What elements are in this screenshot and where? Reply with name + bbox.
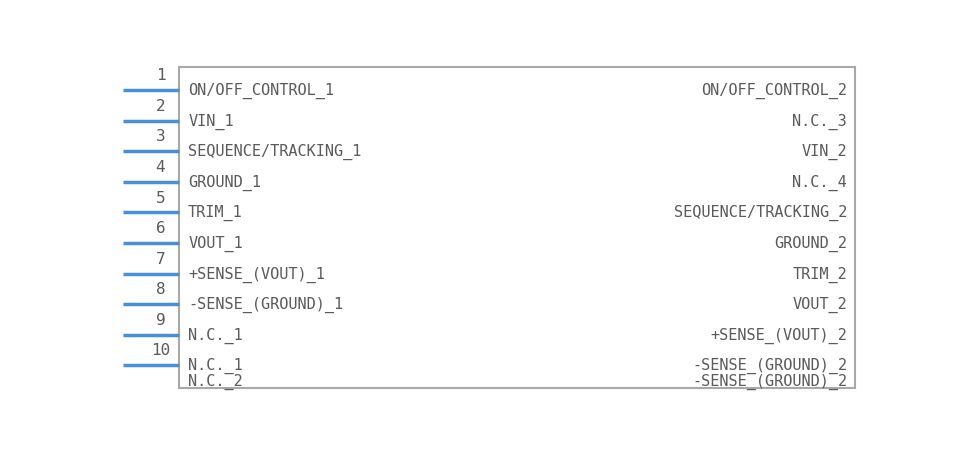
Text: N.C._1: N.C._1 [188, 327, 243, 343]
Text: 1: 1 [156, 68, 166, 83]
Text: VIN_1: VIN_1 [188, 113, 233, 129]
Text: SEQUENCE/TRACKING_1: SEQUENCE/TRACKING_1 [188, 144, 361, 160]
Text: TRIM_2: TRIM_2 [793, 266, 847, 282]
Text: VOUT_2: VOUT_2 [793, 296, 847, 313]
Text: 3: 3 [156, 129, 166, 144]
Text: 7: 7 [156, 251, 166, 266]
Text: SEQUENCE/TRACKING_2: SEQUENCE/TRACKING_2 [674, 205, 847, 221]
Text: 9: 9 [156, 312, 166, 327]
Text: N.C._3: N.C._3 [793, 113, 847, 129]
Text: -SENSE_(GROUND)_1: -SENSE_(GROUND)_1 [188, 296, 344, 313]
Text: GROUND_1: GROUND_1 [188, 174, 261, 190]
Text: -SENSE_(GROUND)_2: -SENSE_(GROUND)_2 [692, 357, 847, 373]
Text: N.C._2: N.C._2 [188, 373, 243, 389]
Text: VOUT_1: VOUT_1 [188, 235, 243, 252]
Text: 4: 4 [156, 160, 166, 175]
Text: 10: 10 [151, 343, 170, 358]
Text: -SENSE_(GROUND)_2: -SENSE_(GROUND)_2 [692, 373, 847, 389]
Text: 5: 5 [156, 190, 166, 205]
Text: 6: 6 [156, 221, 166, 235]
Text: 8: 8 [156, 282, 166, 297]
Text: N.C._1: N.C._1 [188, 357, 243, 373]
Text: ON/OFF_CONTROL_1: ON/OFF_CONTROL_1 [188, 83, 334, 99]
Text: 2: 2 [156, 99, 166, 114]
Text: ON/OFF_CONTROL_2: ON/OFF_CONTROL_2 [701, 83, 847, 99]
Text: +SENSE_(VOUT)_1: +SENSE_(VOUT)_1 [188, 266, 325, 282]
Text: +SENSE_(VOUT)_2: +SENSE_(VOUT)_2 [711, 327, 847, 343]
Text: VIN_2: VIN_2 [802, 144, 847, 160]
Text: TRIM_1: TRIM_1 [188, 205, 243, 221]
Text: GROUND_2: GROUND_2 [774, 235, 847, 252]
Text: N.C._4: N.C._4 [793, 174, 847, 190]
